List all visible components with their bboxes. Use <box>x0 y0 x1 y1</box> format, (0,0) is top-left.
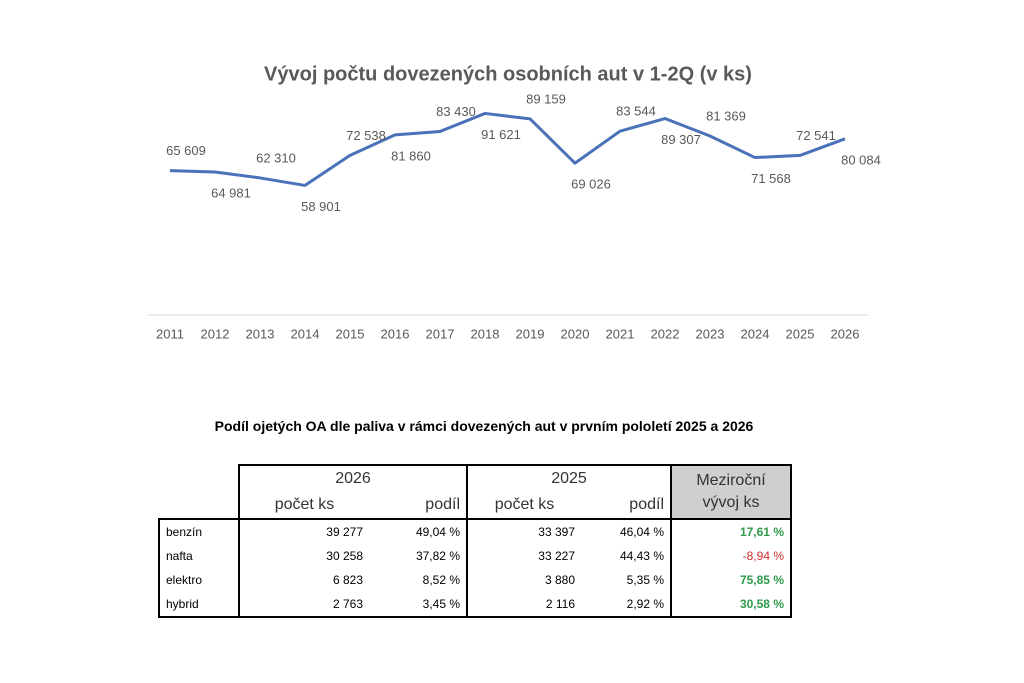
x-tick-label: 2020 <box>561 326 590 341</box>
x-tick-label: 2024 <box>741 326 770 341</box>
table-row: 2026 2025 Meziroční vývoj ks <box>159 464 792 519</box>
table-cell: Meziroční vývoj ks <box>670 464 792 519</box>
x-tick-label: 2012 <box>201 326 230 341</box>
data-label: 80 084 <box>841 152 881 167</box>
x-tick-label: 2022 <box>651 326 680 341</box>
x-tick-label: 2026 <box>831 326 860 341</box>
chart: Vývoj počtu dovezených osobních aut v 1-… <box>148 63 881 341</box>
table-cell: podíl <box>629 496 664 513</box>
x-tick-label: 2021 <box>606 326 635 341</box>
table-cell: 6 823 <box>332 573 363 587</box>
table-cell: nafta <box>158 544 240 568</box>
data-label: 81 369 <box>706 108 746 123</box>
x-tick-label: 2015 <box>336 326 365 341</box>
table-title: Podíl ojetých OA dle paliva v rámci dove… <box>214 418 754 434</box>
table-cell: elektro <box>158 568 240 592</box>
x-tick-label: 2018 <box>471 326 500 341</box>
table-cell: 30,58 % <box>670 592 792 618</box>
table-cell: 8,52 % <box>422 573 460 587</box>
data-label: 91 621 <box>481 127 521 142</box>
data-label: 83 430 <box>436 104 476 119</box>
table-cell: 2025 <box>466 464 671 492</box>
table-cell: počet ks <box>466 492 581 519</box>
table-row: benzín 39 277 49,04 % 33 397 46,04 % 17,61 % <box>158 518 792 544</box>
line <box>169 111 846 187</box>
table-cell: 75,85 % <box>670 568 792 592</box>
table-cell: hybrid <box>158 592 240 618</box>
table-cell: 44,43 % <box>619 549 664 563</box>
x-tick-label: 2019 <box>516 326 545 341</box>
table-cell <box>159 492 239 519</box>
chart-title: Vývoj počtu dovezených osobních aut v 1-… <box>264 63 752 85</box>
data-label: 69 026 <box>571 177 611 192</box>
x-tick-label: 2011 <box>156 326 184 341</box>
table-row: nafta 30 258 37,82 % 33 227 44,43 % -8,94 % <box>158 544 792 568</box>
data-label: 71 568 <box>751 171 791 186</box>
data-label: 81 860 <box>391 148 431 163</box>
data-label: 58 901 <box>301 199 341 214</box>
table: 2026 2025 Meziroční vývoj ks počet ks podíl p… <box>158 464 792 618</box>
data-label: 89 159 <box>526 91 566 106</box>
x-tick-label: 2016 <box>381 326 410 341</box>
table-cell: 49,04 % <box>369 518 467 544</box>
table-cell: 2026 <box>238 464 467 492</box>
data-label: 72 541 <box>796 128 836 143</box>
table-cell: 2,92 % <box>581 592 671 618</box>
table-cell: 33 227 <box>466 544 581 568</box>
x-tick-label: 2017 <box>426 326 455 341</box>
x-tick-label: 2014 <box>291 326 320 341</box>
x-tick-label: 2025 <box>786 326 815 341</box>
table-cell: 46,04 % <box>581 518 671 544</box>
data-label: 62 310 <box>256 150 296 165</box>
table-cell: 3,45 % <box>369 592 467 618</box>
table-cell: benzín <box>158 518 240 544</box>
x-tick-label: 2023 <box>696 326 725 341</box>
data-label: 83 544 <box>616 104 656 119</box>
data-label: 72 538 <box>346 128 386 143</box>
table-row: počet ks podíl počet ks podíl <box>159 492 791 519</box>
table-cell: 17,61 % <box>670 518 792 544</box>
table-cell: 3 880 <box>466 568 581 592</box>
x-tick-label: 2013 <box>246 326 275 341</box>
table-cell: -8,94 % <box>670 544 792 568</box>
table-cell: 2 763 <box>239 592 369 618</box>
table-cell: 33 397 <box>466 518 581 544</box>
table-cell: 30 258 <box>326 549 363 563</box>
table-cell: 37,82 % <box>415 549 460 563</box>
data-label: 64 981 <box>211 185 251 200</box>
data-label: 89 307 <box>661 132 701 147</box>
table-cell: 5,35 % <box>626 573 664 587</box>
table-cell: podíl <box>425 496 460 513</box>
table-cell: 2 116 <box>466 592 581 618</box>
table-row: hybrid 2 763 3,45 % 2 116 2,92 % 30,58 % <box>158 592 792 618</box>
data-label: 65 609 <box>166 143 206 158</box>
table-cell: 39 277 <box>239 518 369 544</box>
table-row: elektro 6 823 8,52 % 3 880 5,35 % 75,85 % <box>158 568 792 592</box>
table-cell: počet ks <box>238 492 369 519</box>
table-cell <box>159 465 239 492</box>
